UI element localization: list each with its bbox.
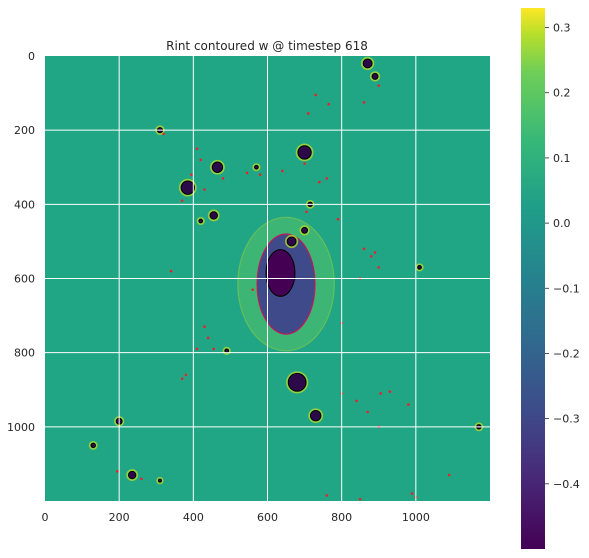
x-tick-label: 200: [109, 511, 130, 524]
colorbar: 0.3 0.2 0.1 0.0 −0.1 −0.2 −0.3 −0.4: [521, 8, 580, 549]
colorbar-tick-label: 0.3: [553, 22, 571, 35]
y-tick-label: 400: [14, 198, 35, 211]
red-point: [407, 403, 410, 406]
blob-core: [254, 164, 259, 170]
y-axis: 0 200 400 600 800 1000: [7, 50, 35, 434]
red-point: [325, 177, 329, 180]
red-point: [212, 347, 216, 351]
red-point: [410, 492, 414, 495]
blob-core: [198, 218, 204, 224]
x-tick-label: 1000: [402, 511, 430, 524]
red-point: [195, 347, 199, 351]
red-point: [162, 132, 165, 136]
red-point: [447, 473, 451, 477]
x-tick-label: 800: [331, 511, 352, 524]
red-point: [303, 162, 306, 165]
blob-core: [157, 478, 162, 483]
red-point: [377, 266, 381, 269]
red-point: [140, 477, 143, 481]
x-axis: 0 200 400 600 800 1000: [42, 511, 430, 524]
blob-core: [287, 372, 307, 392]
colorbar-tick-label: −0.4: [553, 478, 580, 491]
red-point: [206, 336, 210, 340]
red-point: [251, 288, 254, 291]
red-point: [318, 180, 321, 184]
colorbar-tick-label: −0.1: [553, 282, 580, 295]
red-point: [325, 494, 329, 497]
red-point: [327, 102, 330, 106]
y-tick-label: 1000: [7, 421, 35, 434]
blob-core: [209, 211, 218, 220]
x-tick-label: 400: [183, 511, 204, 524]
y-tick-label: 0: [28, 50, 35, 63]
red-point: [203, 188, 206, 191]
colorbar-tick-label: −0.3: [553, 413, 580, 426]
x-tick-label: 0: [42, 511, 49, 524]
x-tick-label: 600: [257, 511, 278, 524]
red-point: [305, 210, 308, 214]
y-tick-label: 200: [14, 124, 35, 137]
red-point: [336, 217, 340, 221]
red-point: [190, 173, 193, 176]
blob-core: [90, 442, 96, 449]
chart-title: Rint contoured w @ timestep 618: [166, 39, 368, 53]
red-point: [203, 325, 206, 329]
red-point: [388, 390, 392, 393]
colorbar-tick-label: 0.2: [553, 87, 571, 100]
y-tick-label: 600: [14, 273, 35, 286]
blob-core: [286, 236, 297, 247]
red-point: [169, 269, 173, 273]
colorbar-tick-label: 0.0: [553, 217, 571, 230]
blob-core: [297, 145, 312, 160]
blob-core: [301, 226, 309, 234]
central-cluster-minimum: [265, 249, 296, 297]
red-point: [377, 84, 381, 87]
red-point: [245, 171, 249, 175]
grid-lines: [45, 56, 490, 501]
red-point: [306, 112, 310, 115]
red-point: [379, 392, 382, 395]
red-point: [195, 147, 199, 151]
red-point: [373, 251, 377, 254]
colorbar-tick-label: −0.2: [553, 347, 580, 360]
red-point: [362, 247, 366, 251]
red-point: [116, 470, 119, 473]
colorbar-gradient: [521, 8, 545, 549]
red-point: [362, 101, 366, 104]
red-point: [199, 158, 203, 162]
red-point: [314, 93, 318, 97]
y-tick-label: 800: [14, 347, 35, 360]
red-point: [370, 254, 373, 258]
blob-core: [224, 348, 230, 354]
red-point: [366, 410, 369, 414]
red-point: [358, 497, 362, 501]
red-point: [180, 377, 184, 380]
red-point: [258, 173, 262, 176]
red-point: [221, 177, 225, 180]
blob-core: [362, 58, 373, 69]
blob-core: [180, 180, 195, 195]
blob-core: [127, 470, 137, 480]
blob-core: [211, 161, 224, 173]
red-point: [355, 399, 358, 403]
blob-core: [417, 265, 422, 270]
red-point: [180, 199, 184, 202]
red-point: [184, 373, 188, 377]
colorbar-tick-label: 0.1: [553, 152, 571, 165]
red-point: [281, 169, 284, 173]
blob-core: [371, 72, 379, 80]
blob-core: [310, 410, 322, 422]
